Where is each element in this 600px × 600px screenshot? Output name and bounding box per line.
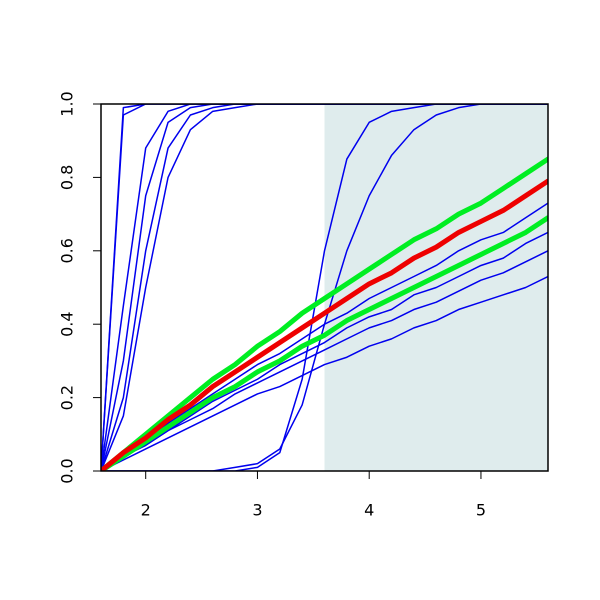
plot-frame: [100, 103, 549, 472]
y-tick-label: 0.6: [58, 238, 77, 263]
series-line: [101, 275, 548, 471]
plot-area: [101, 104, 548, 471]
series-line: [101, 104, 548, 471]
series-line: [101, 104, 548, 471]
series-line: [101, 104, 548, 471]
series-line: [101, 156, 548, 471]
x-tick-label: 4: [364, 501, 374, 520]
x-tick-label: 5: [476, 501, 486, 520]
series-line: [101, 202, 548, 471]
series-line: [101, 178, 548, 471]
series-line: [101, 104, 548, 471]
x-tick-label: 2: [141, 501, 151, 520]
y-tick-label: 0.0: [58, 458, 77, 483]
series-line: [101, 104, 548, 471]
y-tick-label: 0.4: [58, 311, 77, 336]
y-tick-label: 1.0: [58, 91, 77, 116]
y-tick-label: 0.8: [58, 165, 77, 190]
series-line: [101, 250, 548, 471]
x-tick-label: 3: [252, 501, 262, 520]
series-line: [101, 231, 548, 471]
series-line: [101, 215, 548, 471]
y-tick-label: 0.2: [58, 385, 77, 410]
